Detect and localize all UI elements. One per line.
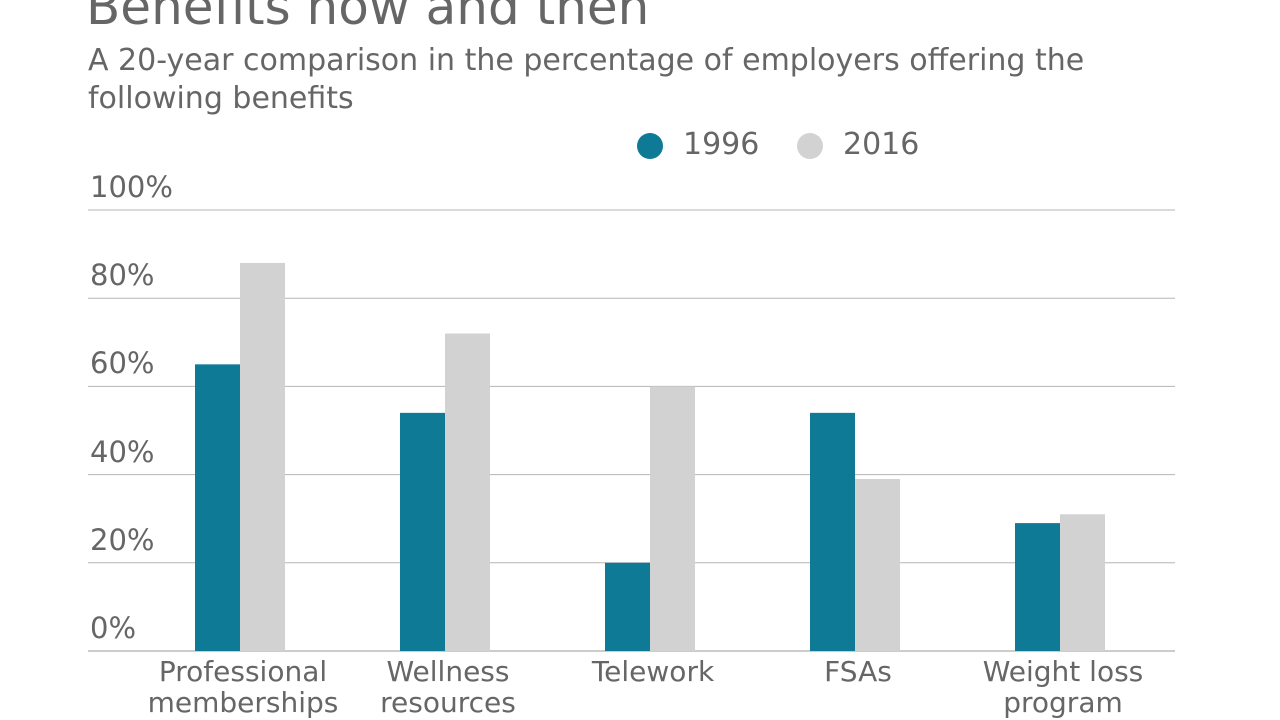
bar (445, 333, 490, 651)
bar (1060, 514, 1105, 651)
chart-title: Benefits now and then (86, 0, 650, 36)
legend-label: 2016 (843, 127, 920, 162)
bar (400, 412, 445, 651)
bar (240, 262, 285, 651)
x-tick-label: FSAs (824, 655, 892, 688)
y-tick-label: 20% (90, 522, 155, 557)
x-tick-label: Weight loss program (982, 655, 1144, 719)
legend-marker (637, 133, 663, 159)
x-tick-label: Professional memberships (147, 655, 339, 719)
y-tick-label: 0% (90, 611, 137, 645)
y-tick-label: 80% (90, 258, 155, 293)
x-tick-label: Wellness resources (380, 655, 516, 719)
bar (855, 479, 900, 651)
bar (810, 412, 855, 651)
legend-label: 1996 (683, 127, 760, 162)
x-tick-label: Telework (591, 655, 715, 688)
bar (1015, 523, 1060, 651)
y-tick-label: 60% (90, 346, 155, 381)
bar (605, 562, 650, 651)
y-tick-label: 100% (90, 170, 173, 204)
y-tick-label: 40% (90, 434, 155, 469)
chart-subtitle: A 20-year comparison in the percentage o… (88, 43, 1085, 116)
bar (195, 364, 240, 651)
legend-marker (797, 133, 823, 159)
bar (650, 386, 695, 651)
